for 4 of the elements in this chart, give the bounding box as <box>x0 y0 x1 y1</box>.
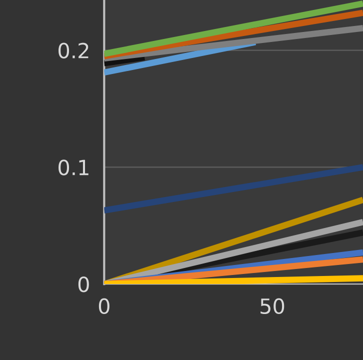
y-tick-label: 0 <box>78 276 89 292</box>
y-tick-label: 0.2 <box>58 42 88 58</box>
x-tick-label: 50 <box>260 298 284 314</box>
y-tick-label: 0.1 <box>58 160 88 176</box>
